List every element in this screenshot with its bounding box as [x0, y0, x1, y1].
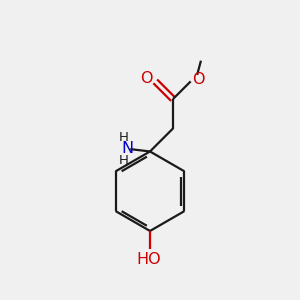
- Text: N: N: [121, 141, 134, 156]
- Text: O: O: [140, 71, 153, 86]
- Text: H: H: [118, 154, 128, 167]
- Text: O: O: [192, 72, 205, 87]
- Text: HO: HO: [136, 252, 161, 267]
- Text: H: H: [118, 131, 128, 144]
